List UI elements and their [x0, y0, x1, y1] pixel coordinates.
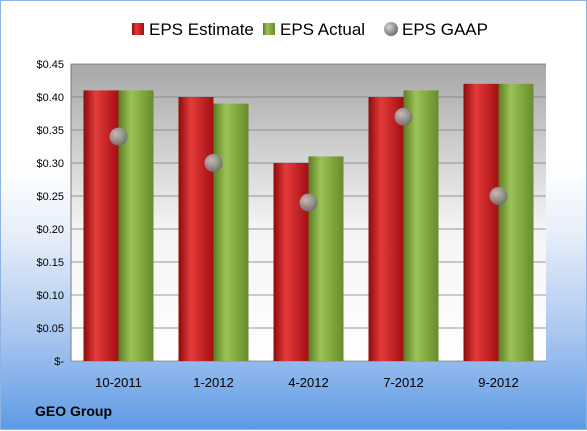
x-tick-label: 7-2012 — [383, 375, 423, 390]
y-tick-label: $0.45 — [36, 59, 64, 71]
y-tick-label: $0.35 — [36, 125, 64, 137]
gaap-marker — [299, 193, 318, 212]
y-axis: $- $0.05 $0.10 $0.15 $0.20 $0.25 $0.30 $0.35 $0.… — [36, 59, 72, 368]
x-axis: 10-2011 1-2012 4-2012 7-2012 9-2012 — [95, 375, 519, 390]
bars — [83, 83, 534, 362]
y-tick-label: $0.20 — [36, 224, 64, 236]
gaap-marker — [489, 187, 508, 205]
y-tick-label: $0.10 — [36, 290, 64, 302]
actual-bar — [308, 156, 344, 361]
estimate-bar — [368, 97, 404, 361]
legend-label: EPS Estimate — [149, 20, 254, 39]
y-tick-label: $0.30 — [36, 158, 64, 170]
y-tick-label: $0.05 — [36, 323, 64, 335]
x-tick-label: 4-2012 — [288, 375, 328, 390]
company-name: GEO Group — [35, 403, 112, 419]
gaap-marker — [394, 107, 413, 126]
legend-swatch — [384, 22, 398, 36]
legend-label: EPS GAAP — [402, 20, 488, 39]
gaap-marker — [109, 127, 128, 146]
x-tick-label: 9-2012 — [478, 375, 518, 390]
legend-label: EPS Actual — [280, 20, 365, 39]
y-tick-label: $0.15 — [36, 257, 64, 269]
y-tick-label: $0.25 — [36, 191, 64, 203]
actual-bar — [213, 103, 249, 361]
actual-bar — [403, 90, 439, 362]
gaap-markers — [109, 107, 508, 212]
estimate-bar — [273, 163, 309, 361]
estimate-bar — [463, 83, 499, 362]
gaap-marker — [204, 154, 223, 172]
x-tick-label: 10-2011 — [95, 375, 142, 390]
y-tick-label: $0.40 — [36, 92, 64, 104]
legend-swatch — [263, 23, 275, 35]
actual-bar — [498, 83, 534, 362]
legend: EPS Estimate EPS Actual EPS GAAP — [132, 20, 488, 39]
x-tick-label: 1-2012 — [193, 375, 233, 390]
legend-swatch — [132, 23, 144, 35]
estimate-bar — [178, 97, 214, 361]
y-tick-label: $- — [54, 356, 64, 368]
